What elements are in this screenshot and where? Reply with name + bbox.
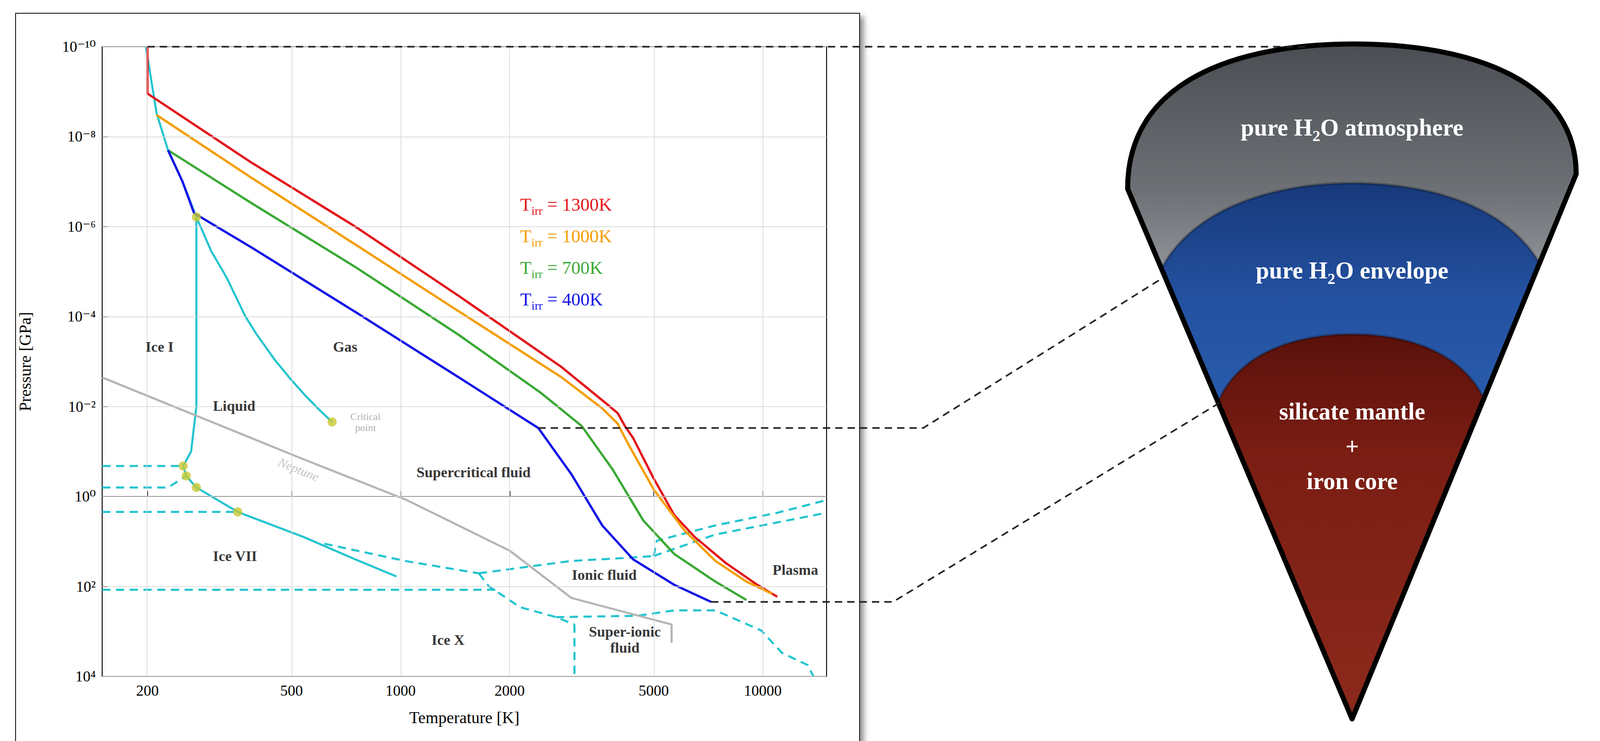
- svg-text:10⁻⁶: 10⁻⁶: [67, 218, 96, 236]
- svg-text:200: 200: [136, 682, 159, 700]
- svg-text:10²: 10²: [76, 578, 96, 596]
- svg-text:iron core: iron core: [1306, 468, 1398, 495]
- svg-text:10⁴: 10⁴: [75, 668, 96, 685]
- svg-text:10⁻⁴: 10⁻⁴: [67, 308, 96, 325]
- svg-text:Liquid: Liquid: [213, 397, 256, 415]
- svg-text:Tirr = 1000K: Tirr = 1000K: [520, 225, 613, 250]
- svg-text:10⁻⁸: 10⁻⁸: [67, 128, 96, 145]
- svg-text:Tirr = 1300K: Tirr = 1300K: [520, 194, 613, 218]
- svg-text:Tirr = 700K: Tirr = 700K: [520, 257, 603, 281]
- svg-text:10⁻¹⁰: 10⁻¹⁰: [61, 38, 96, 55]
- svg-text:Ice I: Ice I: [145, 338, 174, 356]
- svg-text:Pressure [GPa]: Pressure [GPa]: [16, 312, 35, 412]
- svg-text:+: +: [1345, 433, 1359, 460]
- svg-text:10⁻²: 10⁻²: [68, 398, 96, 416]
- svg-text:Super-ionic: Super-ionic: [588, 623, 661, 641]
- svg-text:10000: 10000: [744, 682, 783, 700]
- svg-text:Temperature [K]: Temperature [K]: [409, 708, 520, 728]
- svg-text:Supercritical fluid: Supercritical fluid: [416, 464, 531, 481]
- svg-text:Gas: Gas: [333, 338, 358, 356]
- svg-text:pure H2O atmosphere: pure H2O atmosphere: [1240, 114, 1464, 144]
- svg-text:Ionic fluid: Ionic fluid: [571, 566, 637, 584]
- svg-text:Tirr = 400K: Tirr = 400K: [520, 289, 603, 313]
- svg-text:Critical: Critical: [350, 410, 381, 423]
- svg-text:Ice X: Ice X: [431, 631, 465, 649]
- svg-text:5000: 5000: [638, 682, 669, 700]
- svg-text:Neptune: Neptune: [275, 454, 322, 485]
- svg-text:500: 500: [280, 682, 304, 700]
- svg-text:10⁰: 10⁰: [74, 488, 96, 505]
- svg-text:pure H2O envelope: pure H2O envelope: [1255, 257, 1449, 287]
- svg-text:silicate mantle: silicate mantle: [1278, 398, 1425, 425]
- svg-text:Plasma: Plasma: [772, 561, 819, 579]
- svg-text:2000: 2000: [494, 682, 525, 700]
- svg-text:point: point: [355, 421, 376, 434]
- svg-text:fluid: fluid: [610, 639, 640, 657]
- svg-text:Ice VII: Ice VII: [213, 547, 258, 565]
- svg-text:1000: 1000: [385, 682, 416, 700]
